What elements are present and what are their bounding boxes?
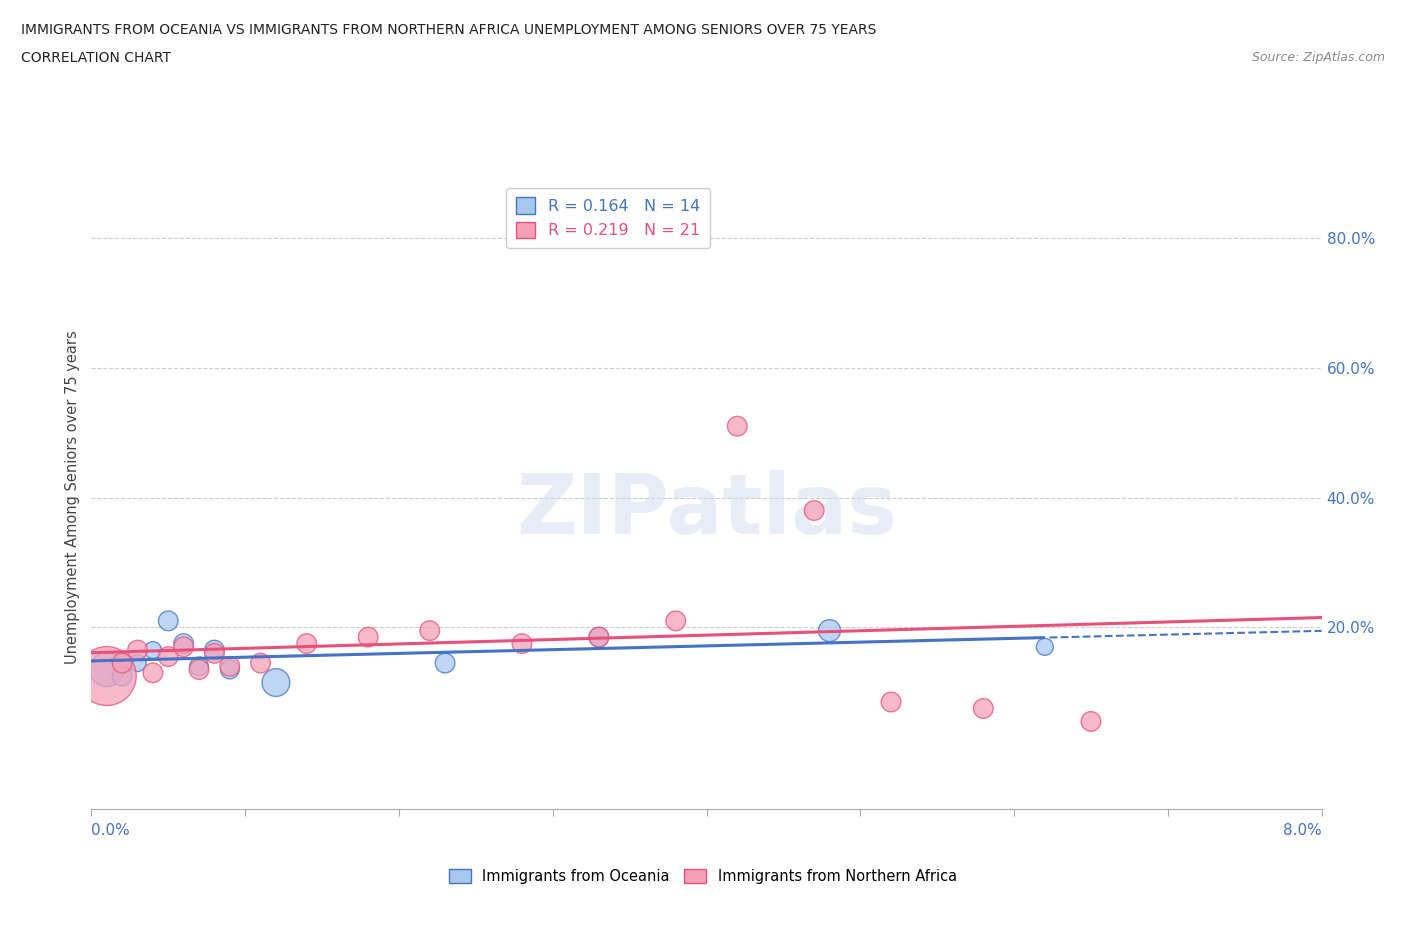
Point xyxy=(188,658,211,673)
Point xyxy=(202,645,225,660)
Point xyxy=(173,636,195,651)
Point xyxy=(419,623,441,638)
Point xyxy=(880,695,903,710)
Point xyxy=(249,656,271,671)
Point xyxy=(264,675,287,690)
Point xyxy=(142,643,165,658)
Text: Source: ZipAtlas.com: Source: ZipAtlas.com xyxy=(1251,51,1385,64)
Point xyxy=(173,640,195,655)
Text: ZIPatlas: ZIPatlas xyxy=(516,470,897,551)
Y-axis label: Unemployment Among Seniors over 75 years: Unemployment Among Seniors over 75 years xyxy=(65,331,80,664)
Point xyxy=(127,656,149,671)
Point xyxy=(588,630,610,644)
Point xyxy=(510,636,533,651)
Point xyxy=(96,669,118,684)
Point xyxy=(142,665,165,680)
Point xyxy=(725,418,748,433)
Point xyxy=(157,614,180,629)
Point xyxy=(111,656,134,671)
Point xyxy=(295,636,318,651)
Point xyxy=(665,614,688,629)
Point xyxy=(202,643,225,658)
Point xyxy=(1080,714,1102,729)
Point xyxy=(188,662,211,677)
Legend: R = 0.164   N = 14, R = 0.219   N = 21: R = 0.164 N = 14, R = 0.219 N = 21 xyxy=(506,188,710,248)
Point xyxy=(357,630,380,644)
Point xyxy=(127,643,149,658)
Legend: Immigrants from Oceania, Immigrants from Northern Africa: Immigrants from Oceania, Immigrants from… xyxy=(443,863,963,890)
Point xyxy=(588,630,610,644)
Point xyxy=(157,649,180,664)
Text: IMMIGRANTS FROM OCEANIA VS IMMIGRANTS FROM NORTHERN AFRICA UNEMPLOYMENT AMONG SE: IMMIGRANTS FROM OCEANIA VS IMMIGRANTS FR… xyxy=(21,23,876,37)
Point xyxy=(803,503,825,518)
Point xyxy=(218,662,240,677)
Point xyxy=(111,669,134,684)
Text: CORRELATION CHART: CORRELATION CHART xyxy=(21,51,172,65)
Point xyxy=(818,623,841,638)
Point xyxy=(96,662,118,677)
Text: 8.0%: 8.0% xyxy=(1282,823,1322,838)
Point xyxy=(972,701,994,716)
Point xyxy=(1033,640,1056,655)
Point xyxy=(218,658,240,673)
Point xyxy=(434,656,457,671)
Text: 0.0%: 0.0% xyxy=(91,823,131,838)
